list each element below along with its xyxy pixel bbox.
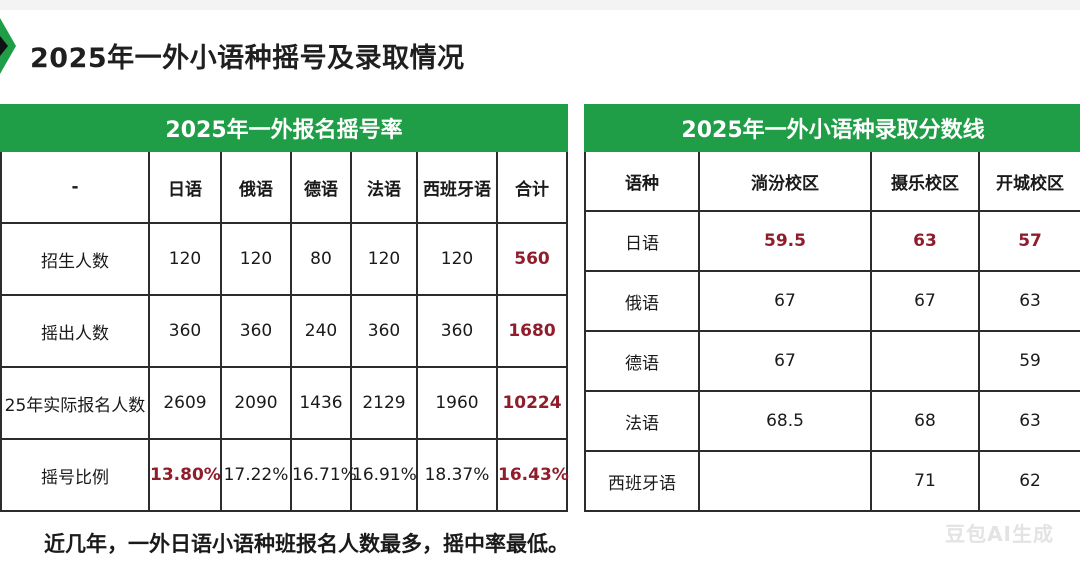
table-cell: 67 <box>698 330 872 392</box>
table-row: 俄语 67 67 63 <box>584 270 1080 332</box>
table-cell: 63 <box>870 210 980 272</box>
footnote: 近几年，一外日语小语种班报名人数最多，摇中率最低。 <box>44 532 569 556</box>
table-row: 摇号比例 13.80% 17.22% 16.71% 16.91% 18.37% … <box>0 438 569 512</box>
table-cell: 120 <box>220 222 292 296</box>
table-cell: 13.80% <box>148 438 222 512</box>
logo-chevron-icon <box>0 18 16 74</box>
table-cell: 360 <box>350 294 418 368</box>
table-cell: 120 <box>350 222 418 296</box>
total-cell: 560 <box>495 222 569 296</box>
table-row: 25年实际报名人数 2609 2090 1436 2129 1960 10224 <box>0 366 569 440</box>
column-header: 语种 <box>584 150 700 212</box>
table-cell: 67 <box>698 270 872 332</box>
table-row: 西班牙语 71 62 <box>584 450 1080 512</box>
column-header: 合计 <box>495 150 569 224</box>
lottery-table-caption: 2025年一外报名摇号率 <box>0 104 569 152</box>
page-title: 2025年一外小语种摇号及录取情况 <box>30 43 465 74</box>
table-cell: 2090 <box>220 366 292 440</box>
column-header: - <box>0 150 150 224</box>
table-row: 摇出人数 360 360 240 360 360 1680 <box>0 294 569 368</box>
table-cell: 68.5 <box>698 390 872 452</box>
row-label: 日语 <box>584 210 700 272</box>
column-header: 西班牙语 <box>416 150 498 224</box>
row-label: 25年实际报名人数 <box>0 366 150 440</box>
table-cell: 16.91% <box>350 438 418 512</box>
table-cell: 120 <box>148 222 222 296</box>
table-cell: 240 <box>290 294 352 368</box>
table-cell: 120 <box>416 222 498 296</box>
column-header: 俄语 <box>220 150 292 224</box>
table-cell: 59 <box>977 330 1080 392</box>
table-row: 法语 68.5 68 63 <box>584 390 1080 452</box>
table-cell: 16.71% <box>290 438 357 512</box>
table-cell: 2129 <box>350 366 418 440</box>
column-header: 摄乐校区 <box>870 150 980 212</box>
row-label: 俄语 <box>584 270 700 332</box>
row-label: 西班牙语 <box>584 450 700 512</box>
table-row: 德语 67 59 <box>584 330 1080 392</box>
table-cell: 1436 <box>290 366 352 440</box>
score-table-caption: 2025年一外小语种录取分数线 <box>583 104 1080 152</box>
admission-score-table: 2025年一外小语种录取分数线 语种 淌汾校区 摄乐校区 开城校区 日语 59.… <box>583 104 1080 512</box>
table-row: 日语 59.5 63 57 <box>584 210 1080 272</box>
table-cell: 2609 <box>148 366 222 440</box>
total-cell: 1680 <box>495 294 569 368</box>
table-cell: 68 <box>870 390 980 452</box>
table-cell: 360 <box>148 294 222 368</box>
top-band <box>0 0 1080 10</box>
table-cell: 67 <box>870 270 980 332</box>
watermark: 豆包AI生成 <box>945 522 1054 546</box>
table-cell: 71 <box>870 450 980 512</box>
table-cell: 62 <box>977 450 1080 512</box>
table-cell: 63 <box>977 390 1080 452</box>
column-header: 淌汾校区 <box>698 150 872 212</box>
table-cell: 59.5 <box>698 210 872 272</box>
total-cell: 16.43% <box>495 438 569 512</box>
total-cell: 10224 <box>495 366 569 440</box>
row-label: 德语 <box>584 330 700 392</box>
table-cell: 18.37% <box>416 438 498 512</box>
column-header: 德语 <box>290 150 352 224</box>
table-cell: 57 <box>977 210 1080 272</box>
table-cell <box>698 450 872 512</box>
table-cell: 63 <box>977 270 1080 332</box>
column-header: 开城校区 <box>977 150 1080 212</box>
table-cell: 17.22% <box>220 438 292 512</box>
table-cell <box>870 330 980 392</box>
row-label: 摇出人数 <box>0 294 150 368</box>
row-label: 摇号比例 <box>0 438 150 512</box>
table-row: 招生人数 120 120 80 120 120 560 <box>0 222 569 296</box>
column-header: 日语 <box>148 150 222 224</box>
table-cell: 80 <box>290 222 352 296</box>
row-label: 招生人数 <box>0 222 150 296</box>
column-header: 法语 <box>350 150 418 224</box>
lottery-rate-table: 2025年一外报名摇号率 - 日语 俄语 德语 法语 西班牙语 合计 招生人数 … <box>0 104 569 512</box>
row-label: 法语 <box>584 390 700 452</box>
table-cell: 360 <box>416 294 498 368</box>
table-cell: 360 <box>220 294 292 368</box>
table-cell: 1960 <box>416 366 498 440</box>
